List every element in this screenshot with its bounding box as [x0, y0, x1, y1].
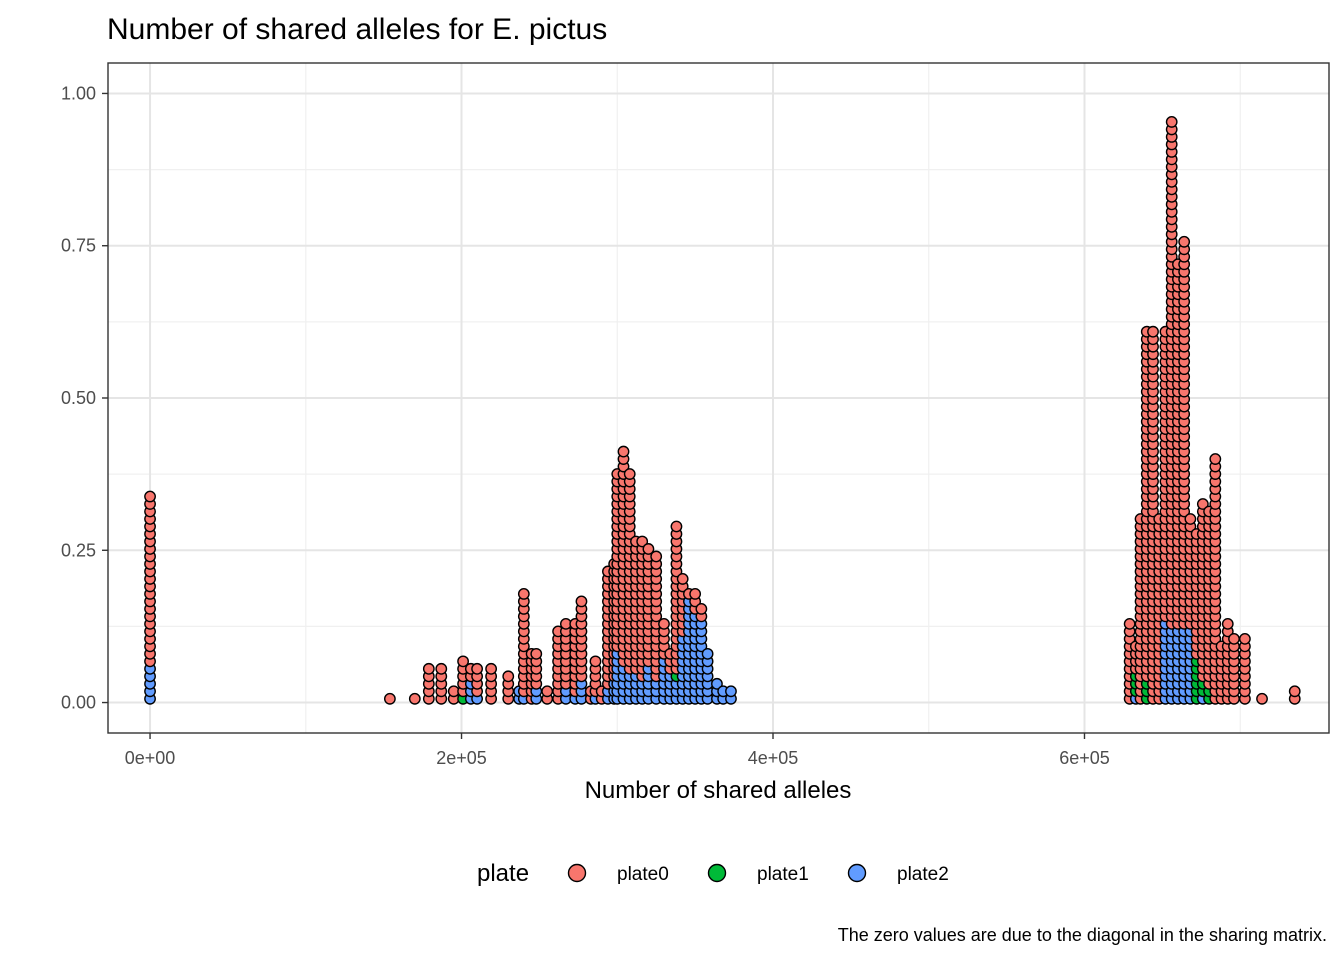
dot-plate0	[623, 468, 636, 480]
dot-plate0	[383, 692, 396, 705]
dot-plate0	[689, 588, 702, 600]
dot-plate0	[1178, 235, 1191, 248]
dot-plate0	[457, 655, 469, 668]
axes: 0e+00 2e+05 4e+05 6e+05 0.00 0.25 0.50 0.75 1.00	[61, 83, 1110, 768]
dot-plate0	[575, 595, 588, 608]
dot-plate0	[1123, 617, 1136, 630]
chart-title: Number of shared alleles for E. pictus	[107, 13, 607, 46]
dot-plate2	[725, 685, 737, 698]
dot-plate0	[1147, 325, 1159, 338]
y-tick-label: 1.00	[61, 83, 96, 103]
dot-plate0	[502, 670, 515, 683]
dot-plate0	[1239, 632, 1251, 645]
dot-plate0	[1165, 116, 1178, 128]
caption: The zero values are due to the diagonal …	[838, 925, 1327, 945]
x-tick-label: 4e+05	[748, 748, 799, 768]
dot-plate0	[422, 662, 435, 675]
dot-plate0	[1184, 513, 1197, 525]
dot-plate2	[701, 647, 714, 660]
dot-plate0	[658, 617, 670, 630]
legend-title: plate	[477, 860, 529, 887]
legend-key-plate2	[847, 863, 867, 883]
dot-plate0	[1256, 692, 1268, 705]
dot-plate0	[617, 445, 630, 458]
dot-plate0	[676, 573, 689, 585]
legend-label-plate2: plate2	[897, 864, 949, 885]
y-tick-label: 0.00	[61, 693, 96, 713]
x-tick-label: 2e+05	[436, 748, 487, 768]
dot-plate0	[408, 692, 421, 705]
y-tick-label: 0.50	[61, 388, 96, 408]
x-axis-title: Number of shared alleles	[585, 777, 852, 804]
legend-key-plate0	[567, 863, 587, 883]
dot-plate0	[1288, 685, 1301, 698]
dot-plate0	[589, 655, 602, 668]
dot-plate0	[695, 603, 708, 615]
dot-plate0	[642, 543, 655, 555]
dot-plate0	[1221, 617, 1234, 630]
legend: plate plate0 plate1 plate2	[477, 860, 949, 887]
x-tick-label: 6e+05	[1059, 748, 1110, 768]
dot-plate0	[517, 588, 530, 600]
dot-plate0	[1196, 498, 1209, 510]
dot-plate0	[485, 662, 498, 675]
dot-plate0	[1228, 632, 1240, 645]
dot-plate0	[530, 647, 543, 660]
dot-plate0	[670, 520, 683, 533]
dot-plate0	[144, 490, 156, 503]
y-tick-label: 0.75	[61, 236, 96, 256]
dot-plate0	[636, 535, 649, 548]
legend-key-plate1	[707, 863, 727, 883]
x-tick-label: 0e+00	[125, 748, 176, 768]
dot-plate2	[711, 677, 723, 690]
dot-plate0	[650, 550, 663, 563]
dot-plate0	[1209, 453, 1222, 465]
dot-plate0	[471, 662, 483, 675]
legend-label-plate1: plate1	[757, 864, 809, 885]
dots-layer	[144, 116, 1301, 705]
legend-label-plate0: plate0	[617, 864, 669, 885]
dot-plate0	[435, 662, 448, 675]
y-tick-label: 0.25	[61, 540, 96, 560]
dot-plate0	[541, 685, 554, 698]
